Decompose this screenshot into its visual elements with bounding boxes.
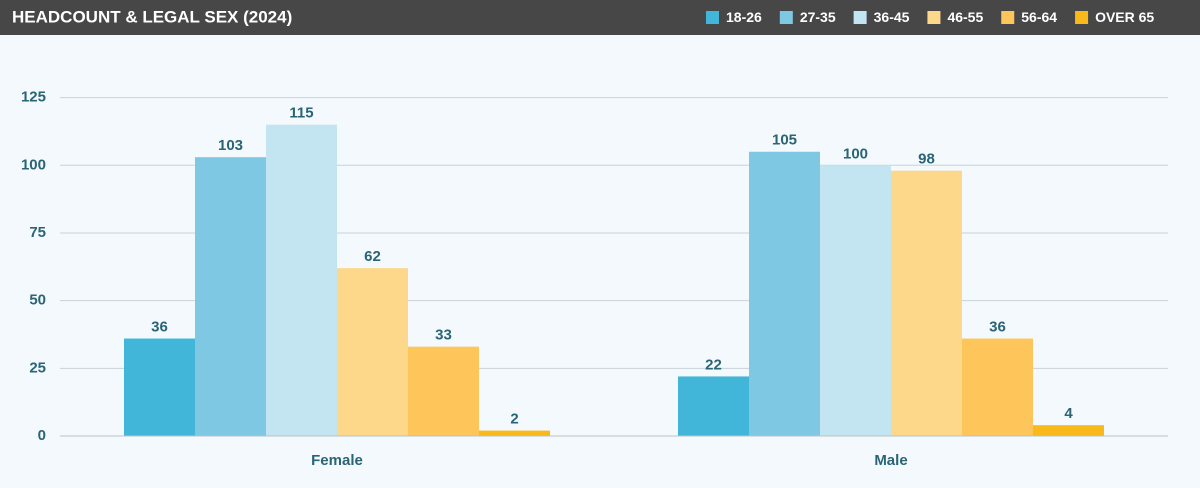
value-label: 33 bbox=[435, 327, 452, 344]
legend-swatch bbox=[853, 11, 867, 24]
y-tick-label: 125 bbox=[21, 89, 46, 106]
header-bar bbox=[0, 0, 1200, 35]
legend-label: 36-45 bbox=[874, 9, 910, 25]
value-label: 115 bbox=[289, 105, 313, 122]
value-label: 36 bbox=[989, 319, 1006, 336]
legend-swatch bbox=[779, 11, 793, 24]
bar bbox=[266, 124, 337, 436]
legend-label: 18-26 bbox=[726, 9, 762, 25]
value-label: 4 bbox=[1064, 405, 1073, 422]
y-tick-label: 100 bbox=[21, 156, 46, 173]
legend-swatch bbox=[927, 11, 941, 24]
value-label: 105 bbox=[772, 132, 797, 149]
bar bbox=[891, 170, 962, 436]
legend-swatch bbox=[706, 11, 719, 24]
value-label: 36 bbox=[151, 319, 168, 336]
legend-label: 56-64 bbox=[1021, 9, 1057, 25]
x-tick-label: Male bbox=[874, 452, 907, 469]
legend-swatch bbox=[1075, 11, 1089, 24]
bar bbox=[820, 165, 891, 437]
value-label: 62 bbox=[364, 248, 381, 265]
x-tick-label: Female bbox=[311, 452, 363, 469]
bar bbox=[678, 376, 749, 436]
legend-label: OVER 65 bbox=[1095, 9, 1154, 25]
chart-title: HEADCOUNT & LEGAL SEX (2024) bbox=[12, 7, 292, 26]
y-tick-label: 75 bbox=[29, 224, 46, 241]
legend-label: 46-55 bbox=[947, 9, 983, 25]
value-label: 22 bbox=[705, 356, 722, 373]
value-label: 98 bbox=[918, 151, 935, 168]
value-label: 103 bbox=[218, 137, 243, 154]
legend-swatch bbox=[1001, 11, 1015, 24]
bar bbox=[195, 157, 266, 436]
value-label: 2 bbox=[510, 411, 518, 428]
bar bbox=[408, 346, 479, 436]
bar bbox=[1033, 425, 1104, 436]
y-tick-label: 50 bbox=[29, 292, 46, 309]
y-tick-label: 25 bbox=[29, 359, 46, 376]
bar bbox=[337, 268, 408, 436]
y-tick-label: 0 bbox=[38, 427, 46, 444]
value-label: 100 bbox=[843, 145, 868, 162]
bar bbox=[749, 151, 820, 436]
bar bbox=[479, 430, 550, 436]
bar bbox=[962, 338, 1033, 436]
bar bbox=[124, 338, 195, 436]
legend-label: 27-35 bbox=[800, 9, 836, 25]
